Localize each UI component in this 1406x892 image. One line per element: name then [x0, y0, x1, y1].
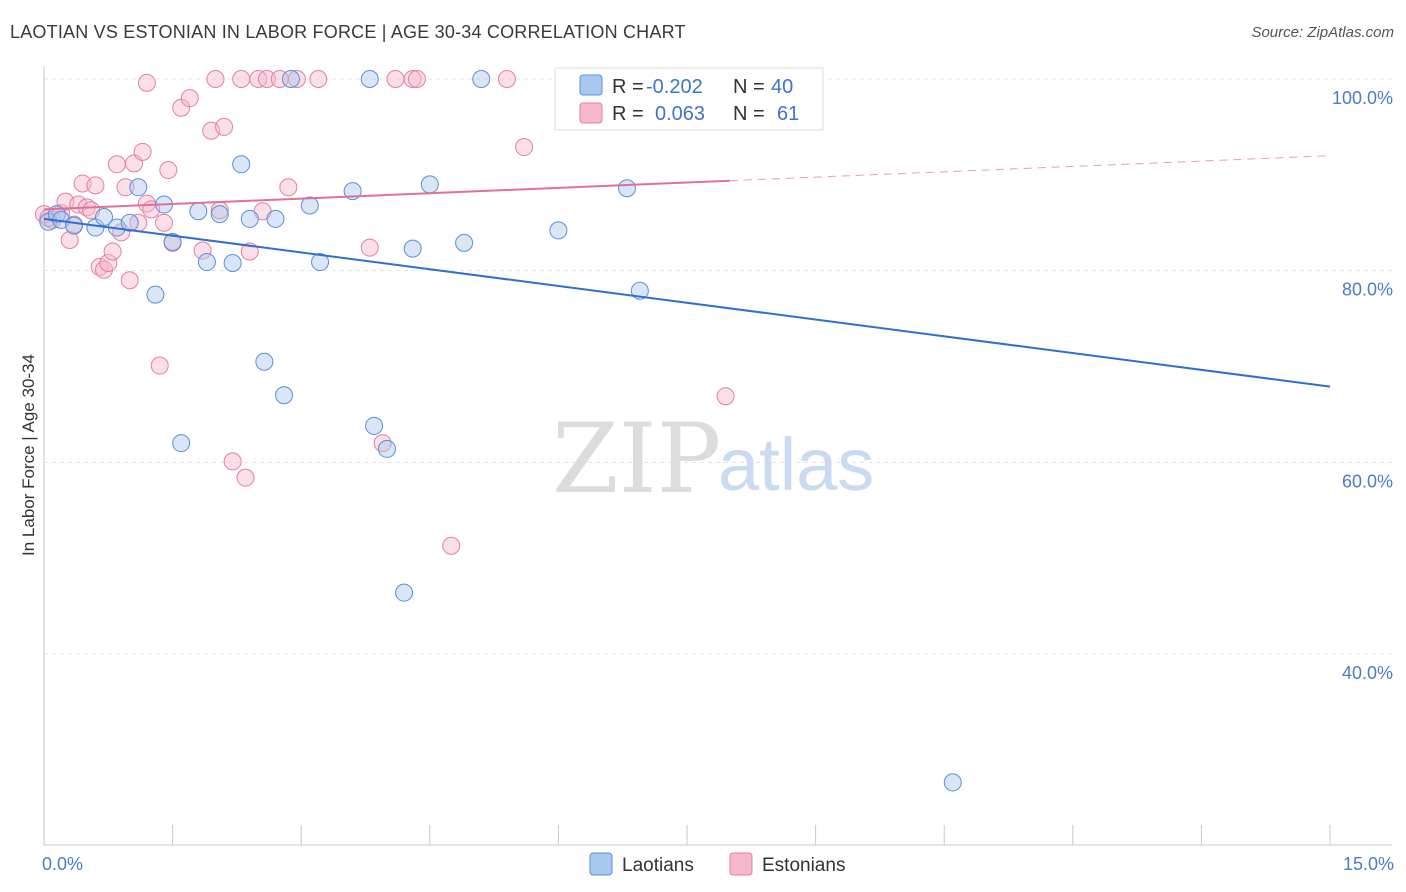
laotians-point-22: [281, 70, 300, 88]
estonians-point-43: [257, 70, 276, 88]
legend-n-label-laotians: N =: [733, 76, 765, 98]
bottom-legend-swatch-laotians: [589, 852, 613, 876]
estonians-point-34: [206, 70, 225, 88]
laotians-point-33: [472, 70, 491, 88]
legend-r-label-laotians: R =: [612, 76, 644, 98]
x-tick-label-min: 0.0%: [42, 854, 83, 874]
bottom-legend-label-estonians: Estonians: [762, 855, 845, 876]
laotians-point-3: [65, 216, 84, 235]
chart-title: LAOTIAN VS ESTONIAN IN LABOR FORCE | AGE…: [10, 22, 686, 42]
estonians-point-16: [107, 155, 126, 174]
estonians-point-18: [116, 178, 135, 197]
estonians-point-51: [403, 70, 422, 88]
estonians-point-52: [407, 70, 426, 88]
estonians-point-55: [515, 138, 534, 157]
bottom-legend-swatch-estonians: [729, 852, 753, 876]
estonians-point-25: [137, 73, 156, 92]
estonians-point-27: [155, 213, 174, 232]
legend-swatch-laotians: [579, 74, 603, 96]
laotians-point-12: [172, 434, 191, 453]
laotians-point-26: [360, 70, 379, 88]
estonians-point-54: [497, 70, 516, 88]
laotians-point-35: [617, 179, 636, 198]
laotians-point-23: [300, 196, 319, 215]
estonians-point-19: [120, 271, 139, 290]
estonians-point-48: [360, 238, 379, 257]
estonians-trend-line: [43, 179, 730, 211]
estonians-point-31: [180, 89, 199, 108]
laotians-point-9: [146, 285, 165, 304]
estonians-point-46: [287, 70, 306, 88]
laotians-point-13: [189, 202, 208, 221]
estonians-point-38: [232, 70, 251, 88]
laotians-point-5: [95, 208, 114, 226]
legend-r-value-estonians: 0.063: [655, 103, 705, 125]
watermark-zip: ZIP: [552, 403, 721, 515]
y-tick-label-40: 40.0%: [1342, 663, 1393, 683]
estonians-point-39: [236, 468, 255, 487]
axes: [43, 66, 1392, 846]
legend-r-label-estonians: R =: [612, 103, 644, 125]
laotians-point-31: [420, 175, 439, 194]
laotians-point-8: [129, 178, 148, 197]
laotians-trend-line: [43, 217, 1331, 388]
y-tick-label-100: 100.0%: [1332, 88, 1393, 108]
estonians-point-45: [279, 178, 298, 197]
laotians-point-20: [266, 209, 285, 228]
laotians-point-27: [365, 416, 384, 435]
estonians-trend-line-extension: [729, 155, 1331, 182]
chart-source: Source: ZipAtlas.com: [1251, 24, 1394, 41]
laotians-point-14: [197, 253, 216, 272]
estonians-point-50: [386, 70, 405, 88]
legend-n-label-estonians: N =: [733, 103, 765, 125]
laotians-point-7: [120, 213, 139, 232]
y-tick-label-80: 80.0%: [1342, 280, 1393, 300]
trend-lines: [43, 155, 1331, 388]
laotians-point-39: [943, 773, 962, 792]
laotians-point-30: [403, 239, 422, 258]
laotians-point-29: [395, 583, 414, 602]
estonians-point-60: [716, 387, 735, 406]
laotians-point-28: [377, 439, 396, 458]
estonians-point-47: [309, 70, 328, 88]
laotians-point-32: [455, 233, 474, 252]
x-ticks: [172, 825, 1331, 845]
laotians-point-24: [311, 253, 330, 272]
watermark-atlas: atlas: [718, 423, 874, 506]
estonians-point-28: [159, 161, 178, 180]
y-axis-label: In Labor Force | Age 30-34: [19, 354, 38, 556]
laotians-point-15: [210, 205, 229, 224]
estonians-point-15: [103, 242, 122, 261]
legend-r-value-laotians: -0.202: [646, 76, 703, 98]
estonians-point-26: [150, 356, 169, 375]
laotians-point-36: [630, 281, 649, 300]
estonians-point-14: [99, 254, 118, 272]
estonians-point-11: [86, 176, 105, 195]
laotians-point-19: [255, 352, 274, 371]
estonians-point-22: [133, 142, 152, 161]
estonians-point-36: [215, 117, 234, 136]
estonians-point-53: [442, 536, 461, 555]
x-tick-label-max: 15.0%: [1343, 854, 1394, 874]
laotians-point-34: [549, 221, 568, 240]
legend: R = -0.202 N = 40 R = 0.063 N = 61: [554, 67, 824, 131]
bottom-legend: Laotians Estonians: [589, 852, 845, 876]
legend-swatch-estonians: [579, 102, 603, 124]
laotians-point-21: [275, 386, 294, 405]
y-tick-labels: 40.0% 60.0% 80.0% 100.0%: [1332, 88, 1393, 683]
laotians-point-16: [223, 254, 242, 272]
estonians-point-37: [223, 452, 242, 471]
y-tick-label-60: 60.0%: [1342, 471, 1393, 491]
laotians-point-11: [163, 232, 182, 251]
legend-n-value-laotians: 40: [771, 76, 793, 98]
legend-n-value-estonians: 61: [777, 103, 799, 125]
bottom-legend-label-laotians: Laotians: [622, 855, 694, 876]
estonians-point-32: [193, 241, 212, 260]
laotians-point-18: [240, 209, 259, 228]
watermark: ZIP atlas: [552, 403, 874, 515]
laotians-point-17: [232, 155, 251, 174]
